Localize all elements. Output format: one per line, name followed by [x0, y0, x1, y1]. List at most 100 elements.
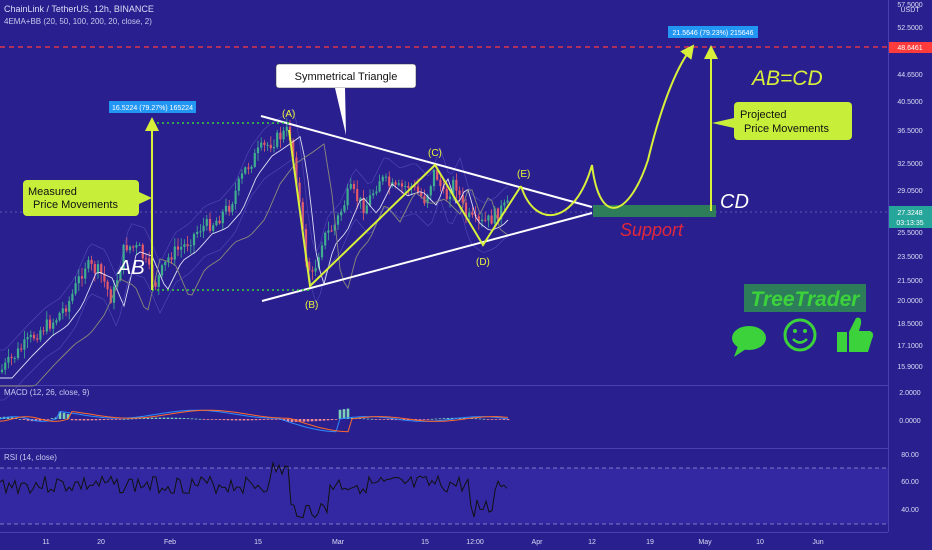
macd-hist-bar	[346, 408, 350, 419]
candle-body	[109, 289, 112, 303]
measured-callout	[23, 180, 139, 216]
candle-body	[388, 176, 391, 186]
indicator-title: 4EMA+BB (20, 50, 100, 200, 20, close, 2)	[4, 17, 152, 26]
currency-label: USDT	[900, 7, 920, 14]
candle-body	[452, 179, 455, 197]
macd-hist-bar	[78, 419, 82, 421]
candle-body	[404, 186, 407, 188]
candle-body	[167, 257, 170, 262]
macd-hist-bar	[502, 419, 506, 420]
macd-title: MACD (12, 26, close, 9)	[4, 388, 90, 397]
candle-body	[381, 176, 384, 182]
candle-body	[429, 186, 432, 196]
candle-body	[196, 231, 199, 234]
candle-body	[48, 319, 52, 329]
macd-hist-bar	[38, 419, 42, 421]
macd-hist-bar	[154, 417, 158, 419]
candle-body	[375, 191, 378, 194]
candle-body	[314, 267, 317, 272]
time-tick: 20	[97, 539, 105, 546]
macd-hist-bar	[10, 417, 14, 419]
candle-body	[80, 276, 84, 279]
candle-body	[160, 265, 164, 276]
macd-tick: 2.0000	[899, 390, 921, 397]
wave-point-e: (E)	[517, 169, 530, 180]
time-tick: 15	[254, 539, 262, 546]
macd-hist-bar	[382, 419, 386, 420]
macd-hist-bar	[366, 418, 370, 420]
candle-body	[432, 169, 436, 187]
candle-body	[116, 280, 119, 287]
macd-hist-bar	[230, 419, 234, 421]
candle-body	[20, 348, 23, 350]
macd-hist-bar	[206, 419, 210, 420]
candle-body	[384, 176, 388, 178]
time-axis-bg[interactable]	[0, 532, 932, 550]
candle-body	[445, 189, 448, 200]
macd-hist-bar	[82, 419, 86, 421]
candle-body	[231, 204, 234, 212]
candle-body	[247, 167, 250, 169]
macd-hist-bar	[342, 409, 346, 419]
candle-body	[365, 205, 368, 214]
candle-body	[250, 166, 253, 169]
bb-lower	[0, 158, 509, 401]
macd-hist-bar	[58, 411, 62, 419]
thumbs-up-icon	[837, 317, 874, 352]
macd-hist-bar	[314, 419, 318, 422]
candle-body	[471, 212, 474, 215]
candle-body	[311, 270, 314, 272]
macd-hist-bar	[186, 418, 190, 420]
candle-body	[61, 308, 64, 314]
candle-body	[240, 173, 244, 179]
macd-hist-bar	[74, 419, 78, 421]
macd-hist-bar	[450, 417, 454, 419]
price-axis[interactable]: 57.5000 52.5000 44.6500 40.5000 36.5000 32.50…	[897, 2, 922, 371]
macd-hist-bar	[418, 419, 422, 420]
candle-body	[42, 330, 45, 332]
rsi-tick: 80.00	[901, 452, 919, 459]
candle-body	[394, 182, 397, 185]
ema-line	[0, 135, 509, 379]
candle-body	[480, 219, 484, 222]
macd-hist-bar	[470, 418, 474, 419]
macd-hist-bar	[322, 419, 326, 421]
wave-point-a: (A)	[282, 109, 295, 120]
measured-callout-pointer	[139, 192, 152, 204]
price-tick: 21.5000	[897, 278, 922, 285]
candle-body	[74, 283, 77, 294]
macd-hist-bar	[318, 419, 322, 421]
macd-hist-bar	[110, 419, 114, 420]
candle-body	[68, 301, 71, 312]
candle-body	[180, 246, 183, 250]
macd-hist-bar	[106, 419, 110, 420]
macd-hist-bar	[102, 419, 106, 421]
candle-body	[458, 190, 461, 195]
time-tick: Apr	[532, 539, 544, 546]
triangle-callout-text: Symmetrical Triangle	[295, 71, 398, 83]
candle-body	[282, 130, 285, 140]
macd-hist-bar	[486, 419, 490, 420]
time-tick: Jun	[812, 539, 823, 546]
macd-hist-bar	[338, 409, 342, 419]
candle-body	[96, 264, 100, 273]
macd-hist-bar	[222, 419, 226, 421]
macd-line	[0, 409, 509, 433]
macd-hist-bar	[90, 419, 94, 421]
candle-body	[349, 184, 352, 189]
price-axis-bg[interactable]	[888, 0, 932, 532]
macd-hist-bar	[414, 419, 418, 420]
candle-body	[29, 334, 32, 338]
time-axis[interactable]: 11 20 Feb 15 Mar 15 12:00 Apr 12 19 May 10 Jun	[42, 539, 823, 546]
macd-hist-bar	[426, 419, 430, 420]
price-tick: 25.5000	[897, 230, 922, 237]
macd-hist-bar	[462, 417, 466, 419]
moving-averages	[0, 108, 509, 401]
macd-hist-bar	[334, 419, 338, 420]
macd-hist-bar	[26, 419, 30, 421]
candle-body	[173, 246, 176, 260]
candle-body	[205, 219, 208, 226]
price-tick: 18.5000	[897, 321, 922, 328]
candle-body	[295, 157, 298, 183]
